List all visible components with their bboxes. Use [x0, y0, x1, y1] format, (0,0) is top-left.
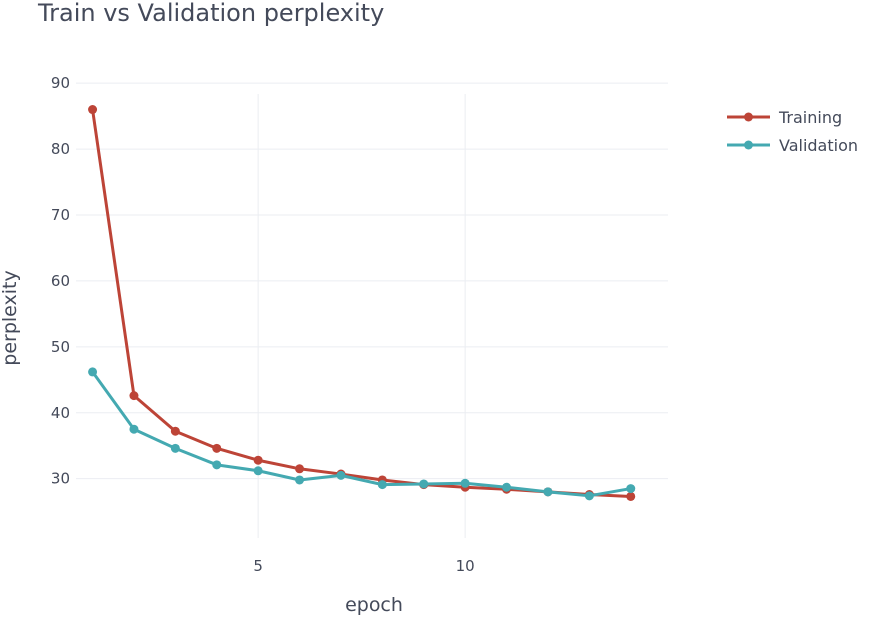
point-training-14 — [626, 491, 636, 501]
legend-item-validation[interactable]: Validation — [727, 136, 858, 155]
point-validation-10 — [460, 478, 470, 488]
series-line-validation — [91, 370, 633, 498]
legend-swatch-marker-validation — [744, 140, 753, 150]
axis-ticks: 30 40 50 60 70 80 90 5 10 — [51, 74, 475, 575]
legend-swatch-marker-training — [744, 112, 753, 122]
point-validation-4 — [212, 460, 222, 470]
point-validation-8 — [377, 480, 387, 490]
point-training-3 — [170, 426, 180, 436]
y-tick-label-70: 70 — [51, 206, 70, 224]
y-tick-label-90: 90 — [51, 74, 70, 92]
point-validation-5 — [253, 466, 263, 476]
point-validation-9 — [419, 479, 429, 489]
point-training-2 — [129, 391, 139, 401]
chart-title: Train vs Validation perplexity — [37, 0, 384, 27]
point-validation-7 — [336, 470, 346, 480]
series-training — [88, 105, 636, 501]
y-tick-label-40: 40 — [51, 404, 70, 422]
point-validation-2 — [129, 424, 139, 434]
series-validation — [88, 367, 636, 501]
legend-label-training: Training — [778, 108, 842, 127]
gridlines — [76, 82, 668, 538]
point-validation-11 — [502, 482, 512, 492]
x-tick-label-5: 5 — [253, 557, 263, 575]
point-validation-6 — [295, 475, 305, 485]
point-validation-13 — [584, 491, 594, 501]
legend: Training Validation — [727, 108, 858, 155]
point-validation-12 — [543, 487, 553, 497]
point-training-5 — [253, 455, 263, 465]
point-training-6 — [295, 464, 305, 474]
series-line-training — [91, 108, 633, 498]
y-axis-title: perplexity — [0, 270, 21, 365]
x-axis-title: epoch — [345, 594, 403, 616]
y-tick-label-60: 60 — [51, 272, 70, 290]
y-tick-label-30: 30 — [51, 470, 70, 488]
point-validation-1 — [88, 367, 98, 377]
x-tick-label-10: 10 — [456, 557, 475, 575]
point-training-1 — [88, 105, 98, 115]
y-tick-label-50: 50 — [51, 338, 70, 356]
point-validation-14 — [626, 484, 636, 494]
legend-item-training[interactable]: Training — [727, 108, 842, 127]
plot-area — [88, 105, 636, 501]
y-tick-label-80: 80 — [51, 140, 70, 158]
point-training-4 — [212, 443, 222, 453]
legend-label-validation: Validation — [779, 136, 858, 155]
point-validation-3 — [170, 443, 180, 453]
